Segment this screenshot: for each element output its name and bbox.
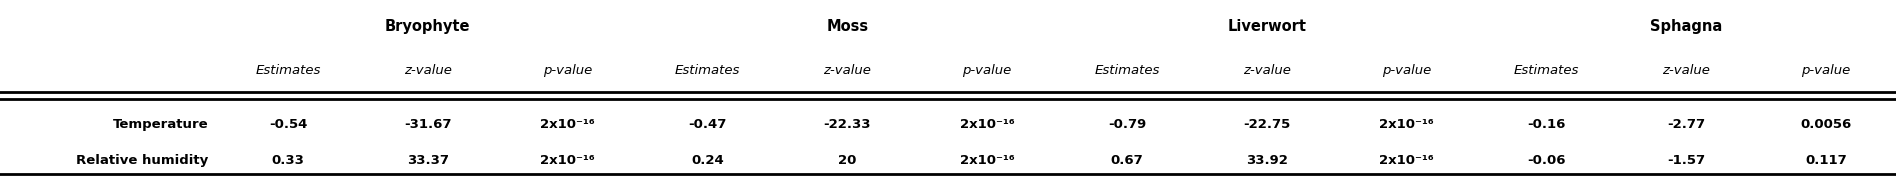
Text: z-value: z-value: [823, 64, 872, 77]
Text: Estimates: Estimates: [256, 64, 320, 77]
Text: -0.79: -0.79: [1107, 118, 1145, 131]
Text: p-value: p-value: [1801, 64, 1850, 77]
Text: Estimates: Estimates: [1094, 64, 1160, 77]
Text: 2x10⁻¹⁶: 2x10⁻¹⁶: [540, 118, 595, 131]
Text: 2x10⁻¹⁶: 2x10⁻¹⁶: [959, 118, 1014, 131]
Text: 0.0056: 0.0056: [1801, 118, 1852, 131]
Text: 2x10⁻¹⁶: 2x10⁻¹⁶: [1378, 118, 1433, 131]
Text: Estimates: Estimates: [675, 64, 739, 77]
Text: -22.33: -22.33: [823, 118, 870, 131]
Text: p-value: p-value: [542, 64, 592, 77]
Text: -31.67: -31.67: [404, 118, 451, 131]
Text: 0.24: 0.24: [690, 154, 724, 167]
Text: Moss: Moss: [827, 19, 868, 34]
Text: 0.67: 0.67: [1111, 154, 1143, 167]
Text: Relative humidity: Relative humidity: [76, 154, 209, 167]
Text: -22.75: -22.75: [1244, 118, 1291, 131]
Text: 33.37: 33.37: [408, 154, 449, 167]
Text: z-value: z-value: [404, 64, 451, 77]
Text: p-value: p-value: [1382, 64, 1431, 77]
Text: 2x10⁻¹⁶: 2x10⁻¹⁶: [540, 154, 595, 167]
Text: p-value: p-value: [963, 64, 1012, 77]
Text: -0.54: -0.54: [269, 118, 307, 131]
Text: Bryophyte: Bryophyte: [385, 19, 470, 34]
Text: 2x10⁻¹⁶: 2x10⁻¹⁶: [959, 154, 1014, 167]
Text: Sphagna: Sphagna: [1650, 19, 1722, 34]
Text: Liverwort: Liverwort: [1227, 19, 1306, 34]
Text: 0.117: 0.117: [1805, 154, 1847, 167]
Text: -0.16: -0.16: [1528, 118, 1566, 131]
Text: 0.33: 0.33: [271, 154, 305, 167]
Text: -2.77: -2.77: [1667, 118, 1705, 131]
Text: 2x10⁻¹⁶: 2x10⁻¹⁶: [1378, 154, 1433, 167]
Text: Estimates: Estimates: [1513, 64, 1579, 77]
Text: 20: 20: [838, 154, 857, 167]
Text: Temperature: Temperature: [114, 118, 209, 131]
Text: -0.47: -0.47: [688, 118, 726, 131]
Text: -1.57: -1.57: [1667, 154, 1705, 167]
Text: 33.92: 33.92: [1246, 154, 1287, 167]
Text: -0.06: -0.06: [1526, 154, 1566, 167]
Text: z-value: z-value: [1242, 64, 1291, 77]
Text: z-value: z-value: [1663, 64, 1710, 77]
